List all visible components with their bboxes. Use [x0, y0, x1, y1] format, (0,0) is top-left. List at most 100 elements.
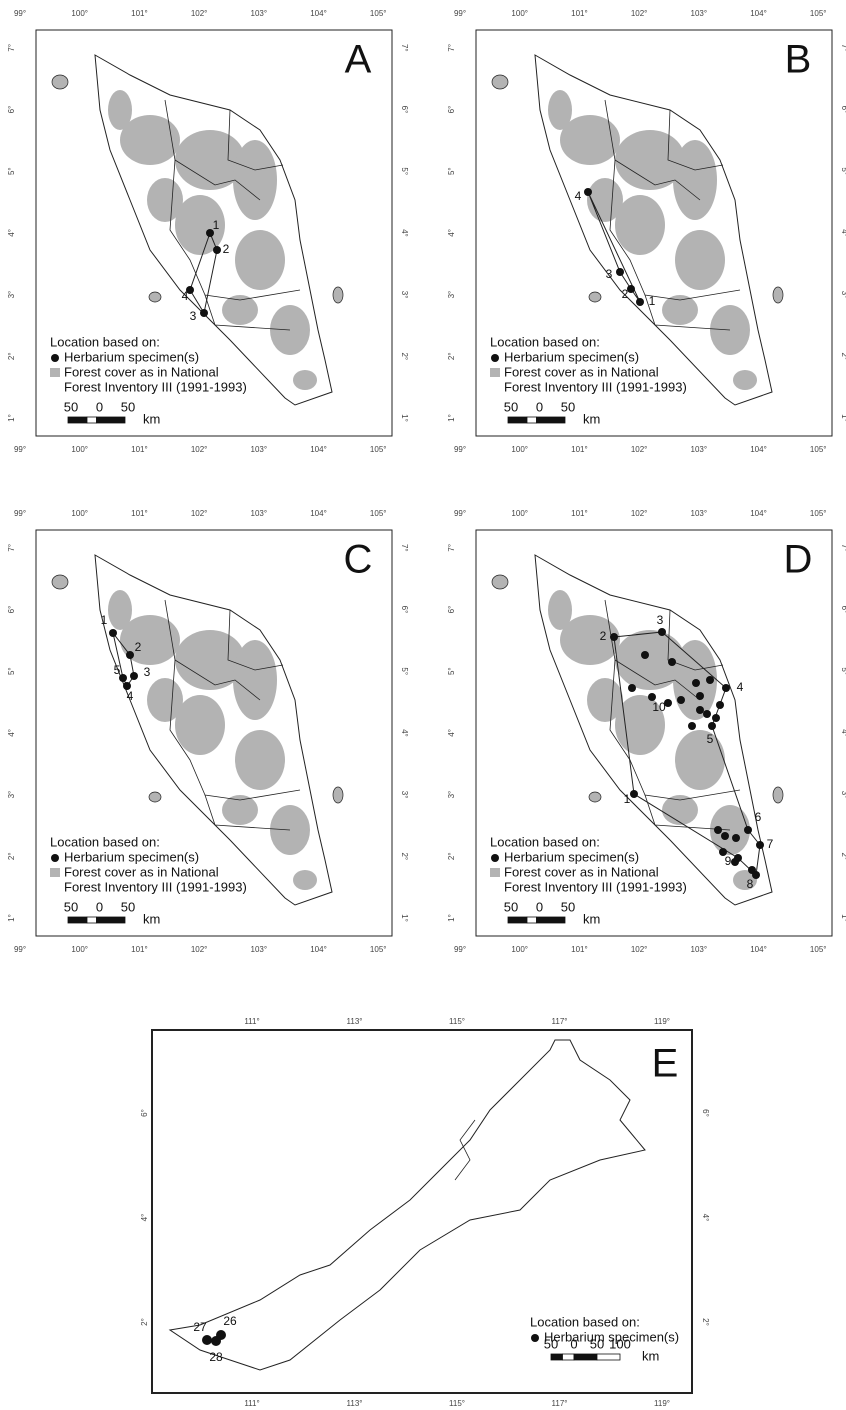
lon-label: 104° — [310, 445, 327, 454]
lat-label: 2° — [840, 352, 846, 360]
lon-label: 101° — [131, 9, 148, 18]
lon-label: 117° — [552, 1017, 568, 1026]
lon-label: 102° — [191, 445, 208, 454]
legend-dot — [531, 1334, 539, 1342]
legend-text: Forest Inventory III (1991-1993) — [64, 879, 247, 894]
scale-segment — [97, 917, 126, 923]
lat-label: 4° — [7, 229, 16, 237]
specimen-dot — [703, 710, 711, 718]
lat-label: 7° — [7, 544, 16, 552]
legend-text: Herbarium specimen(s) — [64, 349, 199, 364]
legend-dot — [491, 354, 499, 362]
lat-label: 6° — [400, 106, 409, 114]
scale-segment — [527, 417, 537, 423]
lat-label: 6° — [7, 106, 16, 114]
specimen-dot — [109, 629, 117, 637]
lon-label: 103° — [251, 509, 268, 518]
lat-label: 4° — [840, 229, 846, 237]
lat-label: 5° — [447, 667, 456, 675]
lat-label: 1° — [400, 914, 409, 922]
point-label: 28 — [209, 1350, 223, 1364]
lat-label: 1° — [447, 414, 456, 422]
specimen-dot — [202, 1335, 212, 1345]
scale-segment — [537, 417, 566, 423]
lat-label: 4° — [7, 729, 16, 737]
lon-label: 102° — [631, 509, 648, 518]
scale-label: 0 — [96, 899, 103, 914]
point-label: 3 — [606, 267, 613, 281]
lat-label: 5° — [840, 167, 846, 175]
legend-dot — [51, 354, 59, 362]
lon-label: 117° — [552, 1399, 568, 1408]
lat-label: 6° — [701, 1109, 710, 1117]
lat-label: 3° — [840, 791, 846, 799]
map-panel: 99°99°100°100°101°101°102°102°103°103°10… — [7, 9, 409, 454]
lon-label: 99° — [14, 945, 26, 954]
lon-label: 100° — [71, 509, 88, 518]
point-label: 7 — [767, 837, 774, 851]
legend-text: Forest cover as in National — [504, 364, 659, 379]
lat-label: 2° — [140, 1318, 149, 1326]
scale-label: 0 — [570, 1336, 577, 1351]
lon-label: 102° — [191, 509, 208, 518]
panel-letter: A — [345, 38, 372, 82]
point-label: 4 — [575, 189, 582, 203]
point-label: 6 — [755, 810, 762, 824]
scale-segment — [508, 917, 527, 923]
map-panel: 99°99°100°100°101°101°102°102°103°103°10… — [447, 509, 846, 954]
lon-label: 100° — [511, 509, 528, 518]
lon-label: 102° — [631, 9, 648, 18]
lon-label: 100° — [71, 9, 88, 18]
lat-label: 3° — [7, 291, 16, 299]
specimen-dot — [211, 1336, 221, 1346]
lon-label: 101° — [571, 509, 588, 518]
island — [52, 575, 68, 589]
lon-label: 104° — [750, 445, 767, 454]
specimen-dot — [692, 679, 700, 687]
panel-letter: C — [344, 538, 373, 582]
specimen-dot — [200, 309, 208, 317]
legend-text: Forest cover as in National — [64, 364, 219, 379]
lon-label: 102° — [191, 945, 208, 954]
lat-label: 7° — [400, 544, 409, 552]
lat-label: 5° — [447, 167, 456, 175]
legend-swatch — [50, 368, 60, 377]
point-label: 10 — [652, 700, 666, 714]
legend-text: Forest Inventory III (1991-1993) — [504, 879, 687, 894]
point-label: 1 — [101, 613, 108, 627]
lon-label: 99° — [14, 509, 26, 518]
lat-label: 5° — [840, 667, 846, 675]
specimen-dot — [636, 298, 644, 306]
specimen-dot — [714, 826, 722, 834]
specimen-dot — [716, 701, 724, 709]
scale-label: 50 — [504, 899, 518, 914]
lat-label: 2° — [701, 1318, 710, 1326]
scale-label: 50 — [121, 399, 135, 414]
island — [333, 287, 343, 303]
scale-segment — [87, 417, 97, 423]
scale-label: 50 — [561, 899, 575, 914]
lat-label: 4° — [400, 729, 409, 737]
specimen-dot — [706, 676, 714, 684]
legend-title: Location based on: — [490, 334, 600, 349]
specimen-dot — [721, 832, 729, 840]
legend-text: Forest Inventory III (1991-1993) — [64, 379, 247, 394]
island — [492, 575, 508, 589]
lat-label: 4° — [840, 729, 846, 737]
specimen-dot — [658, 628, 666, 636]
lat-label: 1° — [7, 414, 16, 422]
lon-label: 113° — [347, 1399, 363, 1408]
specimen-dot — [610, 633, 618, 641]
point-label: 27 — [193, 1320, 207, 1334]
island — [589, 292, 601, 302]
specimen-dot — [722, 684, 730, 692]
legend-text: Herbarium specimen(s) — [504, 349, 639, 364]
specimen-dot — [696, 692, 704, 700]
scale-segment — [551, 1354, 563, 1360]
lon-label: 101° — [131, 509, 148, 518]
lat-label: 6° — [447, 106, 456, 114]
scale-unit: km — [583, 911, 600, 926]
scale-segment — [563, 1354, 575, 1360]
lon-label: 103° — [251, 945, 268, 954]
lon-label: 115° — [449, 1017, 465, 1026]
